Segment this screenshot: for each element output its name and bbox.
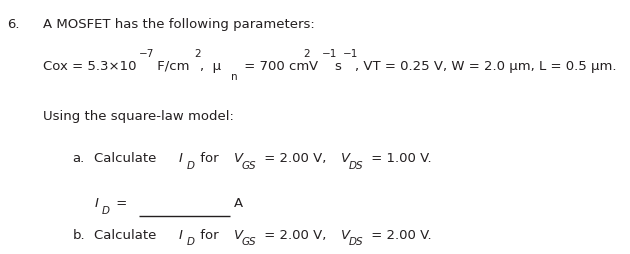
Text: V: V [234,152,243,165]
Text: F/cm: F/cm [153,60,190,73]
Text: I: I [179,229,183,242]
Text: DS: DS [348,161,363,171]
Text: GS: GS [241,161,256,171]
Text: = 2.00 V,: = 2.00 V, [260,152,331,165]
Text: Calculate: Calculate [94,152,161,165]
Text: D: D [186,237,195,247]
Text: −1: −1 [322,49,337,59]
Text: = 700 cm: = 700 cm [240,60,309,73]
Text: 2: 2 [194,49,201,59]
Text: V: V [234,229,243,242]
Text: a.: a. [72,152,84,165]
Text: 2: 2 [303,49,310,59]
Text: D: D [102,206,110,216]
Text: D: D [186,161,195,171]
Text: V: V [341,152,350,165]
Text: I: I [94,197,98,210]
Text: for: for [196,229,223,242]
Text: Calculate: Calculate [94,229,161,242]
Text: = 1.00 V.: = 1.00 V. [367,152,432,165]
Text: I: I [179,152,183,165]
Text: A: A [234,197,243,210]
Text: Using the square-law model:: Using the square-law model: [43,110,234,123]
Text: n: n [231,72,238,82]
Text: for: for [196,152,223,165]
Text: = 2.00 V,: = 2.00 V, [260,229,331,242]
Text: b.: b. [72,229,85,242]
Text: V: V [341,229,350,242]
Text: =: = [112,197,127,210]
Text: ,  μ: , μ [200,60,222,73]
Text: , VT = 0.25 V, W = 2.0 μm, L = 0.5 μm.: , VT = 0.25 V, W = 2.0 μm, L = 0.5 μm. [355,60,617,73]
Text: DS: DS [348,237,363,247]
Text: A MOSFET has the following parameters:: A MOSFET has the following parameters: [43,18,314,31]
Text: V: V [309,60,318,73]
Text: s: s [334,60,341,73]
Text: −1: −1 [343,49,358,59]
Text: 6.: 6. [8,18,20,31]
Text: GS: GS [241,237,256,247]
Text: −7: −7 [139,49,154,59]
Text: = 2.00 V.: = 2.00 V. [367,229,432,242]
Text: Cox = 5.3×10: Cox = 5.3×10 [43,60,136,73]
